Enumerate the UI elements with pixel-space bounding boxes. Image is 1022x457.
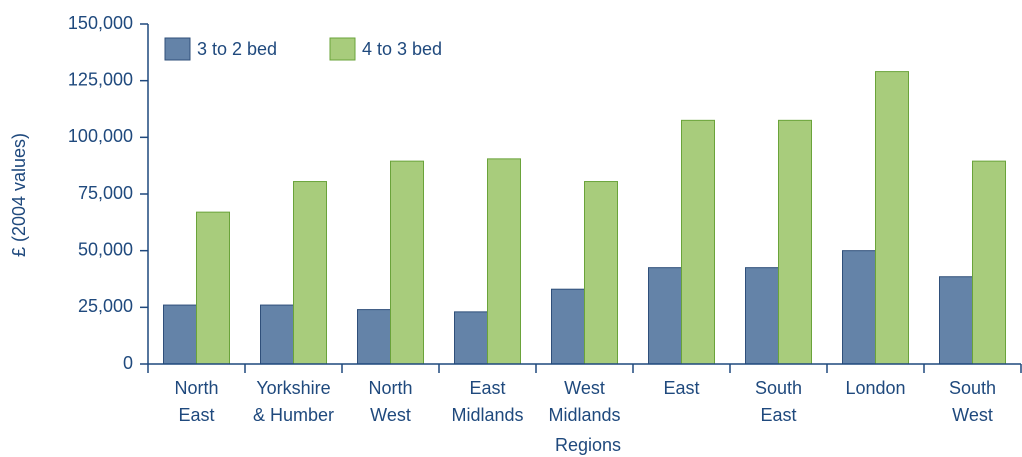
bar [487,158,521,365]
bar [163,304,197,365]
legend-label: 3 to 2 bed [197,39,277,59]
bar [357,309,391,365]
y-tick-label: 125,000 [68,69,133,89]
bar [260,304,294,365]
x-tick-label: Yorkshire & Humber [253,378,334,425]
x-axis-label: Regions [555,435,621,455]
y-tick-label: 50,000 [78,239,133,259]
x-tick-label: London [845,378,905,398]
y-tick-label: 75,000 [78,183,133,203]
bar [454,311,488,365]
legend-swatch [164,37,191,61]
legend-label: 4 to 3 bed [362,39,442,59]
x-tick-label: South East [755,378,802,425]
y-tick-label: 100,000 [68,126,133,146]
x-tick-label: South West [949,378,996,425]
bar [681,119,715,365]
x-tick-label: East Midlands [451,378,523,425]
bar [778,119,812,365]
bar [972,160,1006,365]
bar [390,160,424,365]
bar [196,211,230,365]
bar [551,288,585,365]
bar [745,267,779,365]
y-tick-label: 0 [123,353,133,373]
bar [584,181,618,365]
legend-swatch [329,37,356,61]
bar [939,276,973,365]
x-tick-label: North West [368,378,412,425]
x-tick-label: West Midlands [548,378,620,425]
bar [875,71,909,365]
bar [842,250,876,365]
bar [293,181,327,365]
y-tick-label: 150,000 [68,13,133,33]
y-tick-label: 25,000 [78,296,133,316]
bar [648,267,682,365]
x-tick-label: North East [174,378,218,425]
y-axis-label: £ (2004 values) [9,133,29,257]
x-tick-label: East [663,378,699,398]
